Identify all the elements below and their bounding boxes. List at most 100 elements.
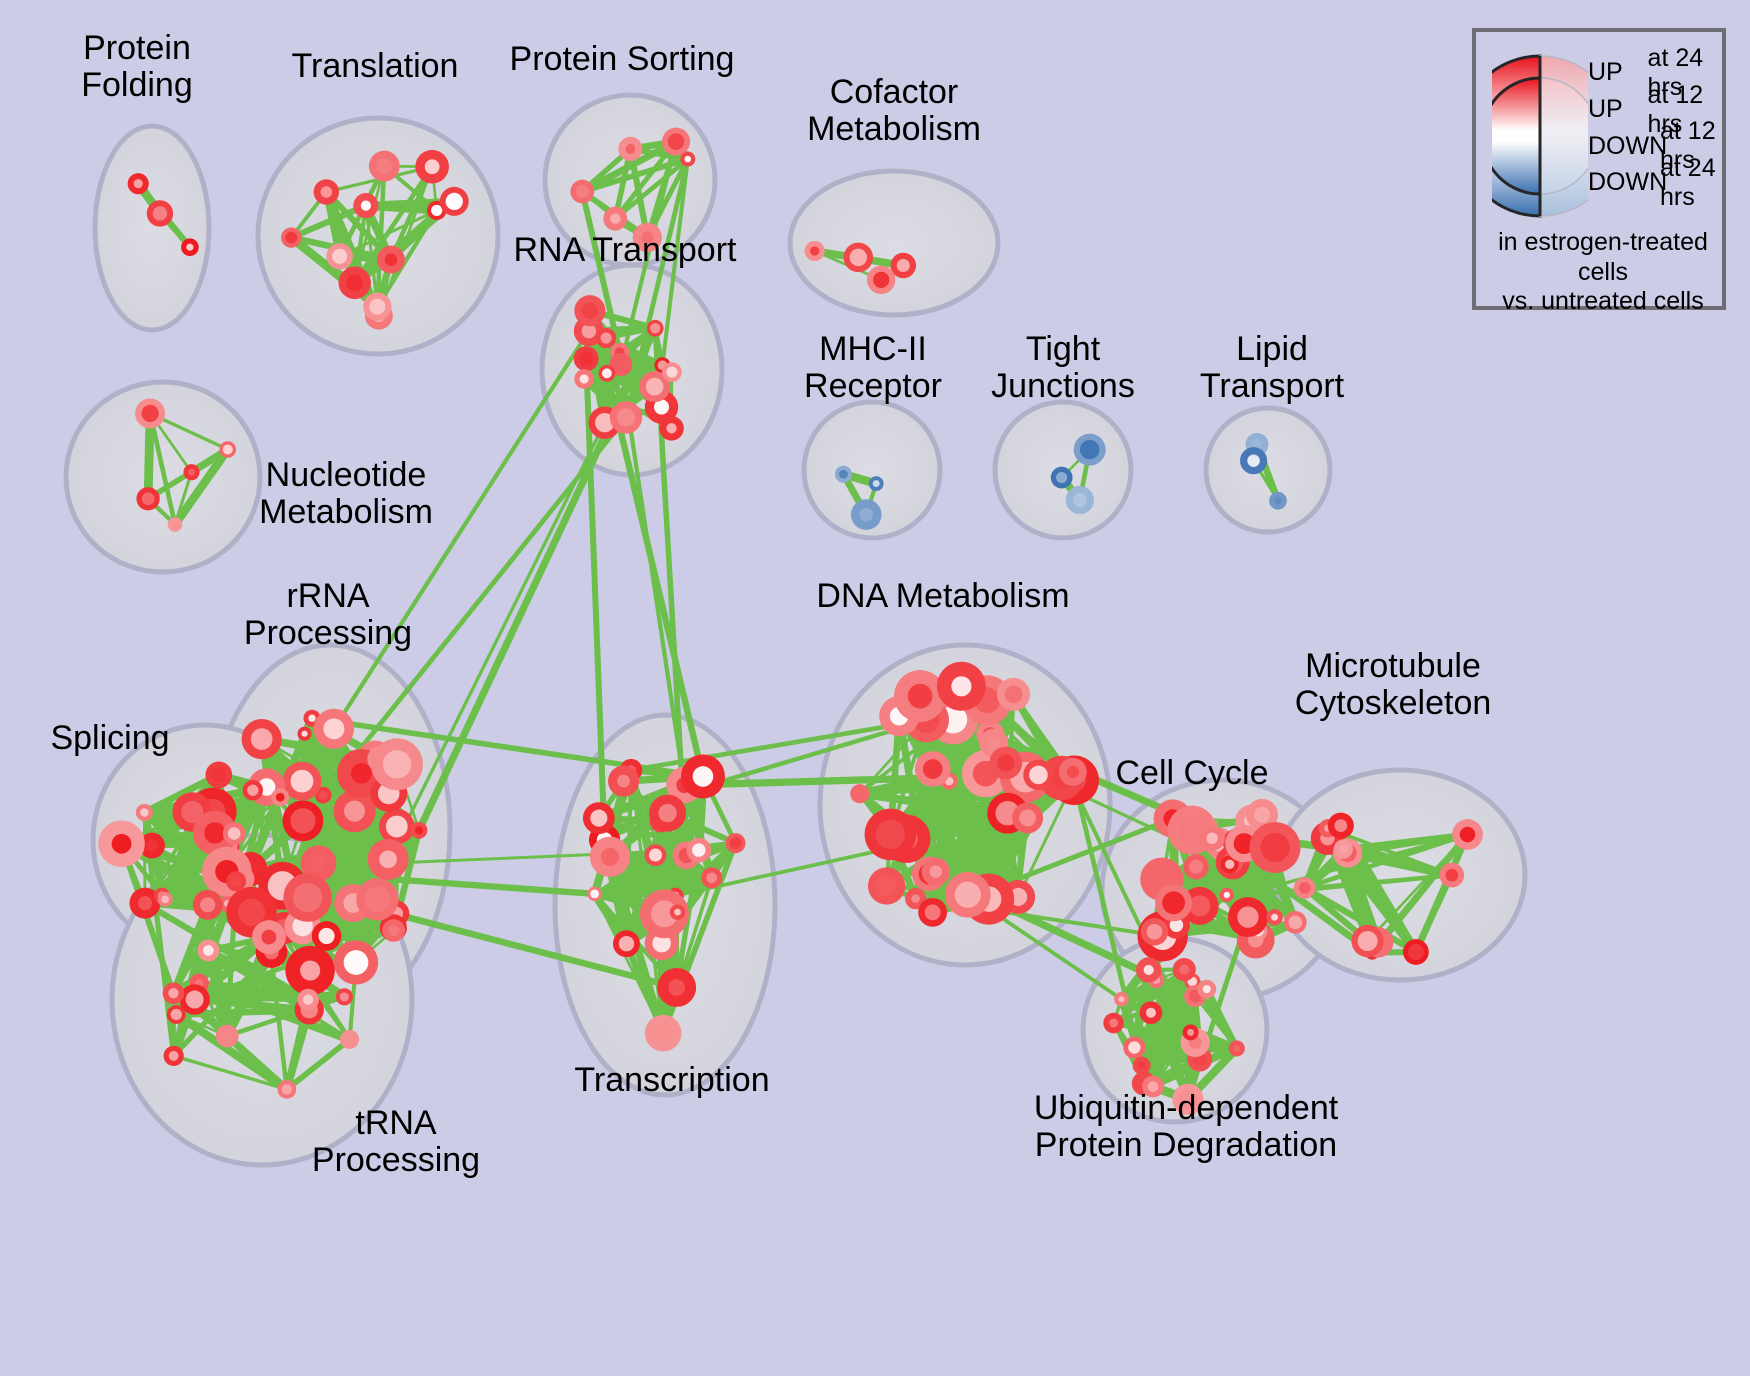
legend-row-down-12: DOWN at 12 hrs xyxy=(1588,117,1728,174)
network-node xyxy=(850,784,870,804)
network-node xyxy=(639,889,689,939)
network-node xyxy=(612,930,640,958)
legend-box: UP at 24 hrs UP at 12 hrs DOWN at 12 hrs… xyxy=(1472,28,1728,315)
network-node xyxy=(1140,918,1169,946)
network-node xyxy=(989,746,1023,780)
network-node xyxy=(1333,839,1353,859)
node-inner-disc-12hr xyxy=(320,186,333,198)
node-inner-disc-12hr xyxy=(1079,439,1100,460)
network-node xyxy=(136,487,160,511)
network-node xyxy=(1142,1075,1164,1098)
node-inner-disc-12hr xyxy=(168,988,179,999)
node-inner-disc-12hr xyxy=(600,332,612,344)
network-node xyxy=(311,921,342,951)
network-edge xyxy=(375,163,387,309)
network-node xyxy=(1172,1083,1204,1115)
network-nodes xyxy=(98,127,1483,1115)
network-node xyxy=(1227,897,1268,938)
network-node xyxy=(921,857,950,886)
network-node xyxy=(596,327,617,349)
network-node xyxy=(680,754,725,799)
node-inner-disc-12hr xyxy=(1143,964,1154,976)
network-node xyxy=(914,751,951,787)
network-node xyxy=(866,265,896,295)
network-edge xyxy=(141,900,312,1003)
node-inner-disc-12hr xyxy=(1029,765,1048,785)
node-inner-disc-12hr xyxy=(575,185,589,198)
network-node xyxy=(589,836,631,877)
node-inner-disc-12hr xyxy=(141,492,155,506)
network-node xyxy=(282,761,322,801)
network-edge xyxy=(661,876,714,1036)
node-inner-disc-12hr xyxy=(301,730,308,737)
node-inner-disc-12hr xyxy=(610,213,621,224)
network-node xyxy=(353,193,379,219)
network-node xyxy=(1266,909,1283,926)
node-inner-disc-12hr xyxy=(376,158,393,174)
node-inner-disc-12hr xyxy=(666,423,677,434)
node-inner-disc-12hr xyxy=(343,950,369,975)
node-inner-disc-12hr xyxy=(424,159,440,175)
node-inner-disc-12hr xyxy=(168,1050,179,1061)
network-node xyxy=(226,871,247,892)
node-inner-disc-12hr xyxy=(617,774,630,788)
node-inner-disc-12hr xyxy=(729,837,742,850)
network-node xyxy=(179,984,210,1015)
node-inner-disc-12hr xyxy=(185,990,204,1009)
legend-caption-line2: vs. untreated cells xyxy=(1502,287,1704,315)
network-node xyxy=(609,353,633,376)
network-node xyxy=(1197,979,1217,999)
network-node xyxy=(410,821,428,839)
node-inner-disc-12hr xyxy=(385,815,408,838)
network-node xyxy=(197,939,220,962)
node-inner-disc-12hr xyxy=(650,323,661,334)
node-inner-disc-12hr xyxy=(590,809,608,827)
network-edge xyxy=(603,370,707,780)
node-inner-disc-12hr xyxy=(227,827,241,840)
network-edge xyxy=(288,202,369,241)
node-inner-disc-12hr xyxy=(581,323,597,339)
network-node xyxy=(356,878,399,921)
network-node xyxy=(1403,939,1429,965)
network-node xyxy=(603,206,628,231)
node-inner-disc-12hr xyxy=(872,480,880,488)
network-node xyxy=(313,179,340,205)
node-inner-disc-12hr xyxy=(641,231,654,244)
network-node xyxy=(1103,1012,1124,1034)
node-inner-disc-12hr xyxy=(1206,832,1218,844)
node-inner-disc-12hr xyxy=(875,819,906,850)
node-inner-disc-12hr xyxy=(140,808,149,817)
node-inner-disc-12hr xyxy=(346,274,364,292)
legend-ring-icon xyxy=(1492,54,1588,218)
network-node xyxy=(1249,822,1301,873)
network-node xyxy=(669,904,686,920)
network-node xyxy=(1132,1056,1151,1075)
node-inner-disc-12hr xyxy=(300,960,321,981)
node-inner-disc-12hr xyxy=(275,792,285,802)
network-node xyxy=(574,369,594,389)
node-inner-disc-12hr xyxy=(924,904,941,921)
node-inner-disc-12hr xyxy=(654,399,670,415)
node-inner-disc-12hr xyxy=(859,507,874,522)
network-node xyxy=(1327,812,1354,839)
network-node xyxy=(242,780,264,801)
node-inner-disc-12hr xyxy=(650,900,678,928)
node-inner-disc-12hr xyxy=(618,935,635,952)
network-node xyxy=(98,820,145,868)
network-node xyxy=(281,227,302,248)
node-inner-disc-12hr xyxy=(579,374,589,384)
network-edge xyxy=(673,816,1030,898)
node-inner-disc-12hr xyxy=(1260,832,1290,863)
network-node xyxy=(582,802,615,835)
network-node xyxy=(850,499,882,530)
network-node xyxy=(271,788,290,807)
network-edge xyxy=(612,139,679,222)
network-node xyxy=(918,897,948,927)
node-inner-disc-12hr xyxy=(911,894,920,903)
network-edge xyxy=(147,411,178,527)
cluster-ellipse-protein-folding xyxy=(92,123,212,333)
node-inner-disc-12hr xyxy=(431,204,443,216)
network-node xyxy=(297,988,319,1011)
network-node xyxy=(834,465,852,483)
